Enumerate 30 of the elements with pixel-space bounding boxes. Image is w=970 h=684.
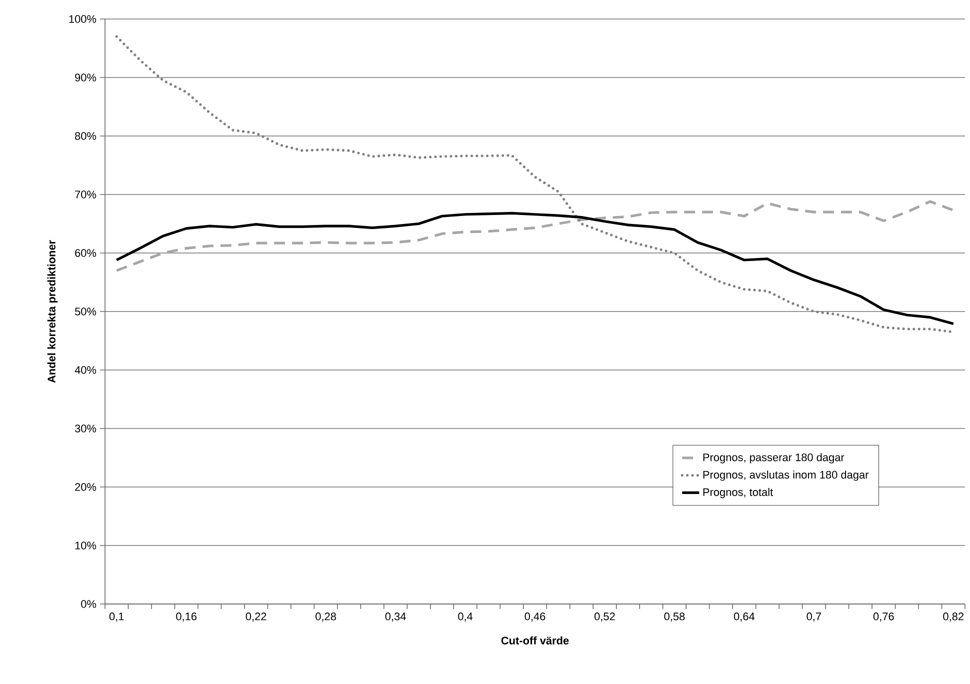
y-tick-label: 80%: [75, 132, 96, 140]
x-tick-label: 0,1: [109, 612, 124, 622]
y-tick-label: 40%: [74, 366, 96, 374]
x-tick-label: 0,52: [594, 612, 615, 622]
x-tick-label: 0,22: [246, 612, 266, 622]
x-tick-label: 0,28: [316, 612, 336, 622]
y-tick-label: 30%: [74, 424, 96, 432]
y-axis-title: Andel korrekta prediktioner: [47, 240, 58, 383]
legend-label: Prognos, passerar 180 dagar: [703, 453, 844, 464]
x-tick-label: 0,82: [943, 612, 964, 622]
x-axis-title: Cut-off värde: [501, 636, 569, 644]
x-tick-label: 0,64: [734, 612, 755, 622]
x-tick-label: 0,16: [176, 612, 197, 622]
x-tick-label: 0,34: [385, 612, 406, 622]
legend-label: Prognos, totalt: [703, 488, 774, 498]
y-tick-label: 10%: [75, 542, 96, 550]
y-tick-label: 0%: [81, 600, 96, 608]
x-tick-label: 0,76: [873, 612, 894, 622]
y-tick-label: 50%: [74, 308, 96, 316]
legend-label: Prognos, avslutas inom 180 dagar: [703, 470, 869, 481]
x-tick-label: 0,7: [806, 612, 821, 622]
y-tick-label: 90%: [75, 74, 96, 82]
x-tick-label: 0,46: [524, 612, 546, 622]
x-tick-label: 0,58: [664, 612, 685, 622]
y-tick-label: 70%: [75, 190, 96, 198]
y-tick-label: 60%: [75, 249, 96, 257]
x-tick-label: 0,4: [458, 612, 473, 622]
y-tick-label: 20%: [75, 483, 96, 491]
line-series: [115, 212, 955, 326]
y-tick-label: 100%: [69, 15, 96, 23]
